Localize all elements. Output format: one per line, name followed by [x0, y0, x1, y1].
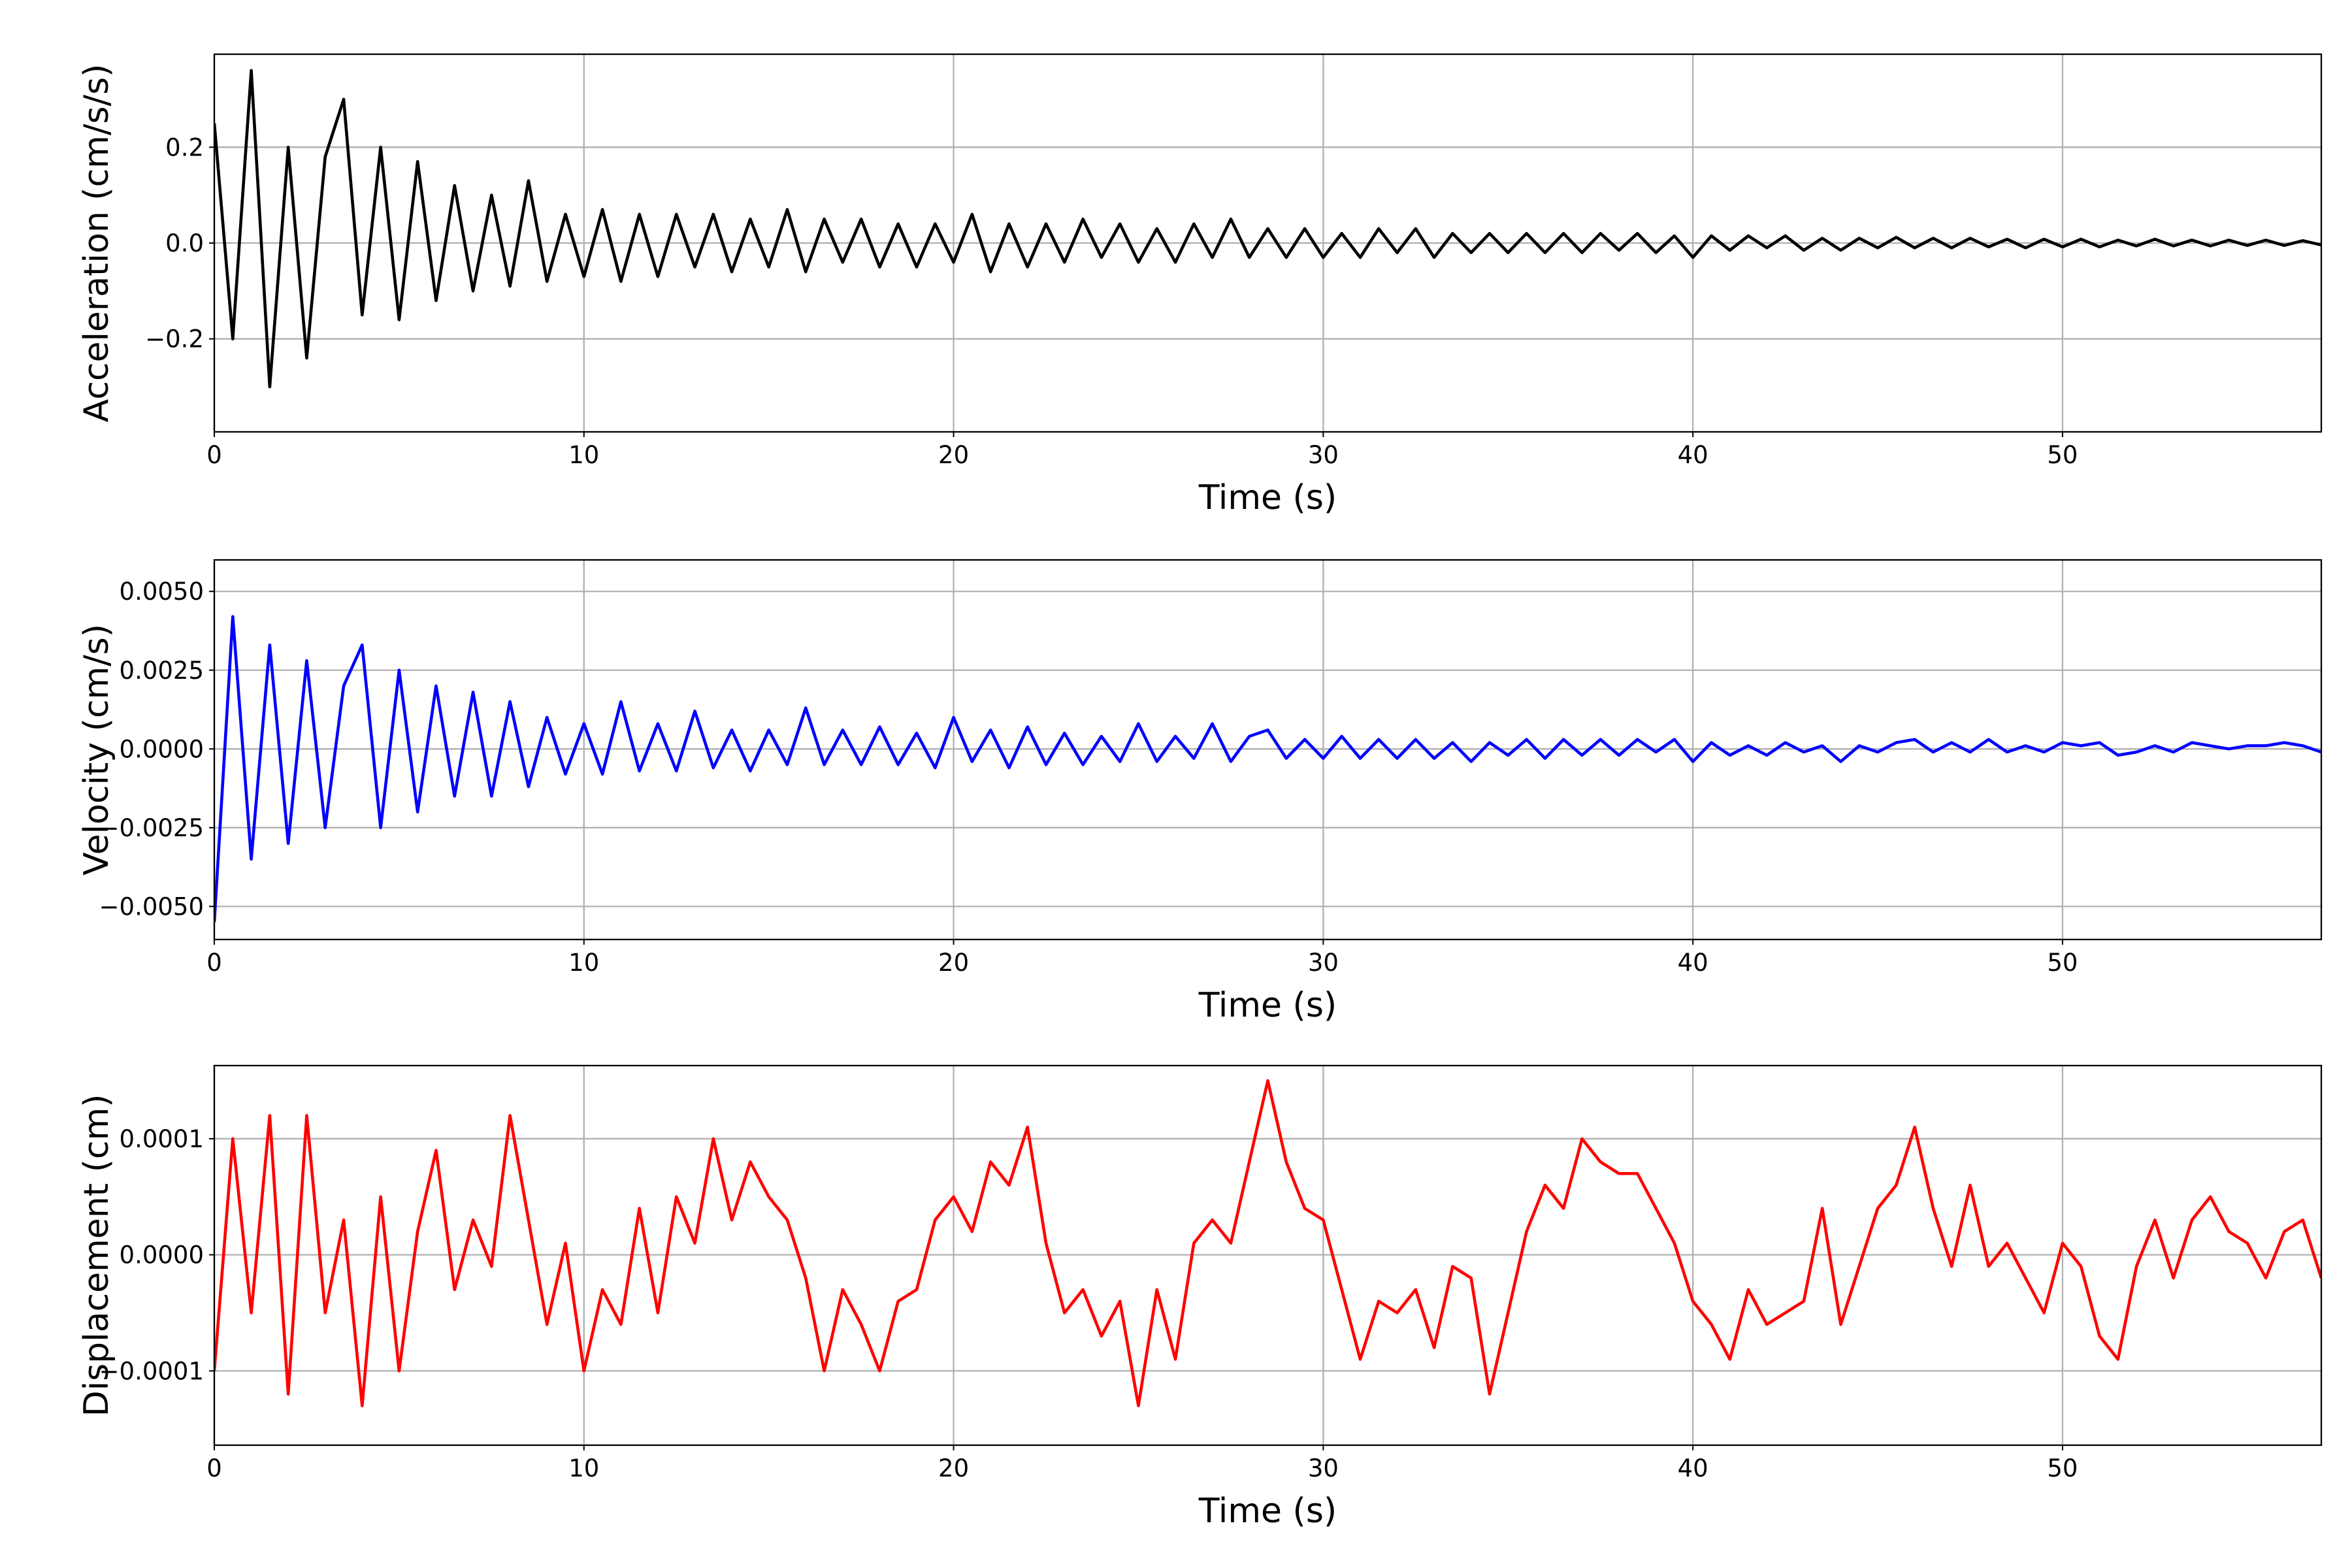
- x-axis-label: Time (s): [1198, 986, 1337, 1025]
- x-tick-label: 0: [206, 1454, 222, 1482]
- x-tick-label: 50: [2047, 949, 2078, 977]
- x-tick-label: 40: [1678, 1454, 1708, 1482]
- x-tick-label: 30: [1308, 949, 1339, 977]
- x-tick-label: 40: [1678, 949, 1708, 977]
- x-tick-label: 10: [568, 1454, 599, 1482]
- x-tick-label: 30: [1308, 1454, 1339, 1482]
- axes-frame: [213, 1064, 2323, 1446]
- x-tick-label: 20: [938, 1454, 969, 1482]
- y-tick-label: 0.0025: [120, 657, 204, 685]
- y-tick-label: 0.0001: [120, 1125, 204, 1153]
- y-tick-label: 0.0: [165, 229, 204, 257]
- y-axis-label: Acceleration (cm/s/s): [77, 64, 116, 423]
- x-axis-label: Time (s): [1198, 1492, 1337, 1531]
- plot-area: [214, 615, 2321, 923]
- plot-area: [214, 69, 2321, 389]
- y-tick-label: 0.0050: [120, 578, 204, 606]
- y-tick-label: −0.2: [145, 325, 204, 353]
- y-tick-label: −0.0025: [99, 814, 204, 842]
- x-tick-label: 20: [938, 949, 969, 977]
- y-axis-label: Displacement (cm): [77, 1094, 116, 1417]
- x-tick-label: 20: [938, 441, 969, 469]
- x-tick-label: 30: [1308, 441, 1339, 469]
- x-tick-label: 0: [206, 441, 222, 469]
- y-tick-label: 0.2: [165, 133, 204, 161]
- data-line: [214, 69, 2321, 389]
- x-tick-label: 10: [568, 441, 599, 469]
- y-tick-label: 0.0000: [120, 735, 204, 763]
- axes-frame: [213, 53, 2323, 433]
- x-tick-label: 40: [1678, 441, 1708, 469]
- x-tick-label: 10: [568, 949, 599, 977]
- data-line: [214, 615, 2321, 923]
- data-line: [214, 1079, 2321, 1407]
- x-tick-label: 50: [2047, 1454, 2078, 1482]
- x-tick-label: 0: [206, 949, 222, 977]
- x-tick-label: 50: [2047, 441, 2078, 469]
- y-axis-label: Velocity (cm/s): [77, 624, 116, 875]
- subplot: 0 10 20 30 40 50 −0.2 0.0 0.2 Time (s) Acceleratio…: [77, 53, 2323, 517]
- axes-frame: [213, 559, 2323, 941]
- x-axis-label: Time (s): [1198, 478, 1337, 517]
- y-tick-label: −0.0001: [99, 1357, 204, 1385]
- y-tick-label: −0.0050: [99, 892, 204, 921]
- plot-area: [214, 1079, 2321, 1407]
- subplot: 0 10 20 30 40 50 −0.0050 −0.0025 0.0000 0.0025 0.0…: [77, 559, 2323, 1025]
- y-tick-label: 0.0000: [120, 1241, 204, 1269]
- subplot: 0 10 20 30 40 50 −0.0001 0.0000 0.0001 Time (s) Di…: [77, 1064, 2323, 1531]
